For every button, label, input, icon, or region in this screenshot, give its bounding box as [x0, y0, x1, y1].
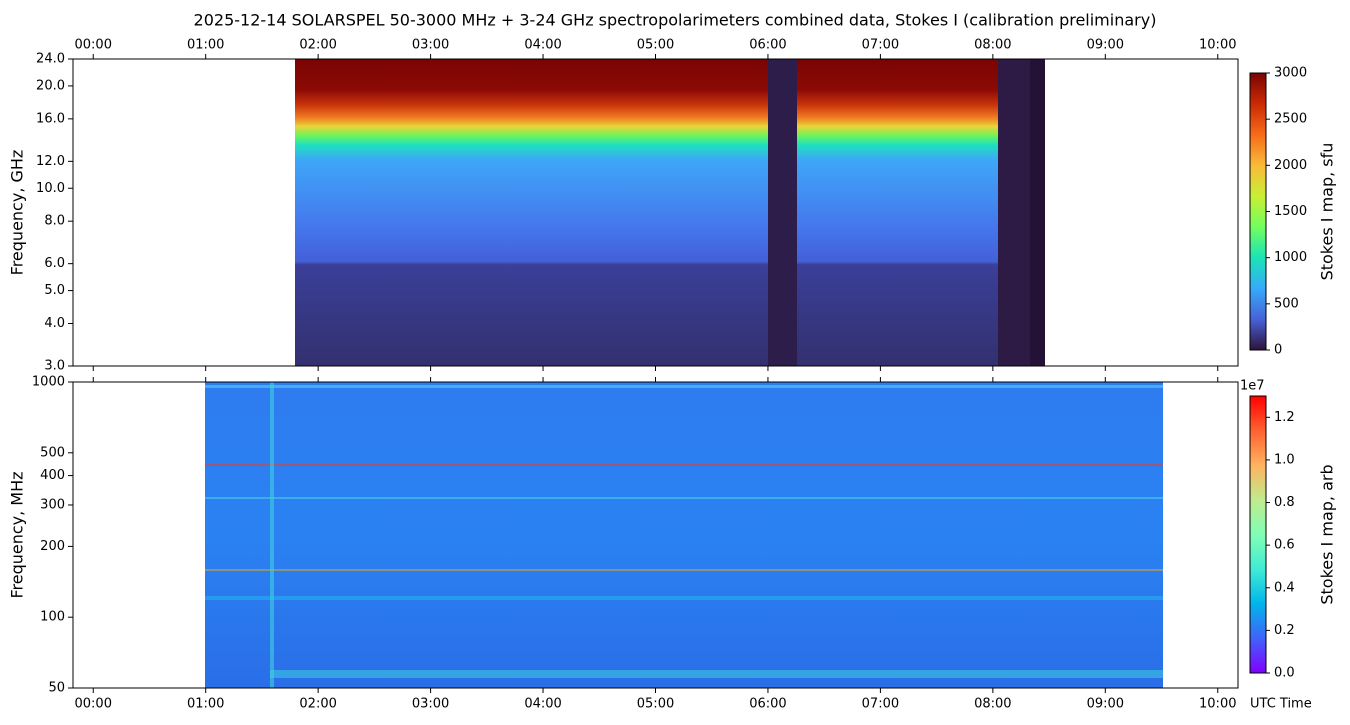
x-tick-label: 02:00 [299, 38, 336, 53]
y-tick-label: 200 [40, 539, 65, 554]
x-tick-label: 04:00 [524, 38, 561, 53]
y-tick-label: 6.0 [44, 256, 65, 271]
y-tick-label: 8.0 [44, 214, 65, 229]
colorbar-tick-label: 0.0 [1274, 666, 1295, 681]
x-tick-label: 01:00 [187, 38, 224, 53]
rfi-line [205, 497, 1163, 499]
x-tick-label: 05:00 [637, 38, 674, 53]
y-tick-label: 5.0 [44, 283, 65, 298]
colorbar-tick-label: 0.2 [1274, 623, 1295, 638]
colorbar-label: Stokes I map, arb [1318, 464, 1337, 604]
chart-title: 2025-12-14 SOLARSPEL 50-3000 MHz + 3-24 … [194, 11, 1157, 30]
colorbar-tick-label: 2000 [1274, 158, 1307, 173]
y-tick-label: 300 [40, 497, 65, 512]
x-tick-label: 10:00 [1199, 697, 1236, 712]
colorbar-tick-label: 0.4 [1274, 580, 1295, 595]
x-tick-label: 08:00 [974, 697, 1011, 712]
colorbar-offset: 1e7 [1240, 379, 1265, 394]
y-tick-label: 4.0 [44, 316, 65, 331]
colorbar-tick-label: 2500 [1274, 112, 1307, 127]
y-axis-label: Frequency, GHz [8, 150, 27, 276]
x-tick-label: 01:00 [187, 697, 224, 712]
y-tick-label: 3.0 [44, 359, 65, 374]
x-tick-label: 09:00 [1087, 38, 1124, 53]
rfi-line [205, 596, 1163, 600]
x-tick-label: 06:00 [749, 38, 786, 53]
x-tick-label: 00:00 [75, 697, 112, 712]
x-tick-label: 08:00 [974, 38, 1011, 53]
colorbar-tick-label: 3000 [1274, 66, 1307, 81]
colorbar-tick-label: 0.6 [1274, 538, 1295, 553]
colorbar-label: Stokes I map, sfu [1318, 143, 1337, 281]
y-axis-label: Frequency, MHz [8, 471, 27, 598]
x-tick-label: 07:00 [862, 697, 899, 712]
colorbar-tick-label: 1.2 [1274, 410, 1295, 425]
y-tick-label: 24.0 [36, 52, 65, 67]
y-tick-label: 1000 [32, 375, 65, 390]
x-tick-label: 05:00 [637, 697, 674, 712]
spectrogram-low [205, 382, 1163, 688]
colorbar-tick-label: 1000 [1274, 250, 1307, 265]
data-gap [768, 59, 797, 366]
y-tick-label: 400 [40, 468, 65, 483]
spectrogram-image [205, 382, 1163, 688]
colorbar-tick-label: 500 [1274, 296, 1299, 311]
y-tick-label: 500 [40, 445, 65, 460]
rfi-line [205, 385, 1163, 388]
colorbar-tick-label: 1.0 [1274, 452, 1295, 467]
y-tick-label: 10.0 [36, 181, 65, 196]
y-tick-label: 16.0 [36, 111, 65, 126]
rfi-line [205, 464, 1163, 466]
y-tick-label: 20.0 [36, 78, 65, 93]
x-tick-label: 06:00 [749, 697, 786, 712]
spectrogram-high [295, 59, 1045, 366]
x-axis-label: UTC Time [1250, 697, 1312, 712]
rfi-line [205, 569, 1163, 571]
x-tick-label: 09:00 [1087, 697, 1124, 712]
spectrogram-image [295, 59, 1045, 366]
y-tick-label: 50 [48, 681, 65, 696]
x-tick-label: 10:00 [1199, 38, 1236, 53]
x-tick-label: 03:00 [412, 697, 449, 712]
rfi-line [270, 670, 1163, 678]
colorbar [1249, 72, 1267, 351]
data-gap [1030, 59, 1045, 366]
y-tick-label: 12.0 [36, 154, 65, 169]
x-tick-label: 03:00 [412, 38, 449, 53]
colorbar-tick-label: 0 [1274, 343, 1282, 358]
colorbar-tick-label: 0.8 [1274, 495, 1295, 510]
burst [270, 382, 274, 688]
colorbar [1249, 395, 1267, 674]
x-tick-label: 07:00 [862, 38, 899, 53]
x-tick-label: 02:00 [299, 697, 336, 712]
x-tick-label: 00:00 [75, 38, 112, 53]
colorbar-tick-label: 1500 [1274, 204, 1307, 219]
x-tick-label: 04:00 [524, 697, 561, 712]
y-tick-label: 100 [40, 610, 65, 625]
